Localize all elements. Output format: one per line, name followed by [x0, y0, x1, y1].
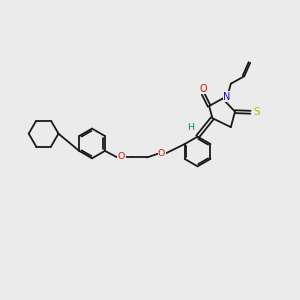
Text: O: O: [158, 149, 165, 158]
Text: S: S: [253, 107, 260, 117]
Text: N: N: [223, 92, 230, 102]
Text: O: O: [200, 84, 207, 94]
Text: H: H: [188, 123, 194, 132]
Text: O: O: [118, 152, 125, 161]
